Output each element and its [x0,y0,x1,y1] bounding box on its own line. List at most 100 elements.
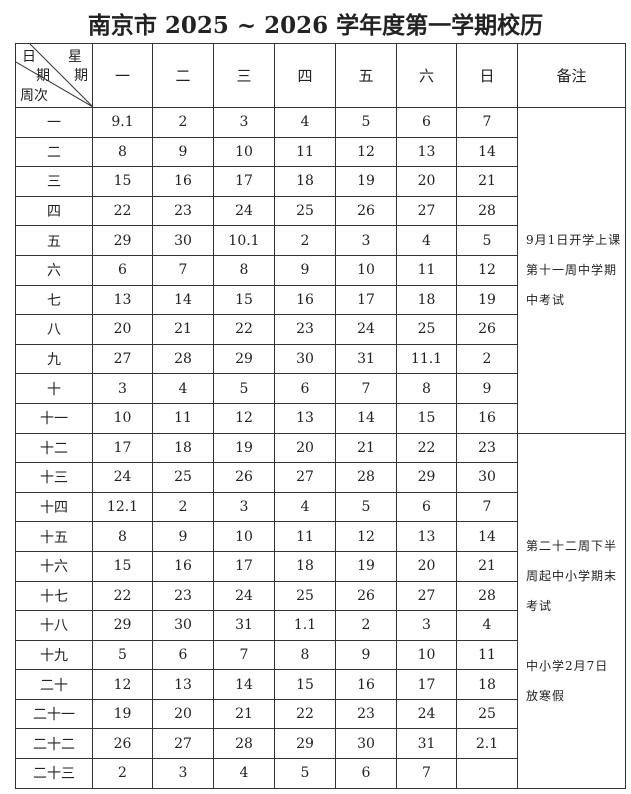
day-cell: 2 [274,225,336,256]
day-cell: 23 [152,580,214,612]
day-cell: 15 [274,669,336,700]
remark-header: 备注 [517,43,626,108]
day-cell: 24 [92,462,153,493]
week-label: 十六 [15,550,93,582]
day-cell: 9.1 [92,107,153,138]
week-label: 二 [15,136,93,168]
day-cell: 26 [335,195,397,227]
day-cell: 30 [274,343,336,375]
day-cell: 2 [92,758,153,789]
day-cell: 11 [152,402,214,434]
day-cell: 2 [152,107,214,138]
day-cell: 20 [274,432,336,464]
day-cell: 8 [274,639,336,671]
day-cell: 2 [335,610,397,641]
remark-line: 考试 [526,598,553,613]
week-row: 二十 12 13 14 15 16 17 18 [15,669,626,700]
page-title: 南京市 2025 ~ 2026 学年度第一学期校历 [87,12,544,39]
corner-mid-left: 期 [36,68,50,84]
day-cell: 4 [274,107,336,138]
day-cell: 21 [456,166,518,197]
day-cell: 27 [396,580,457,612]
day-cell: 27 [396,195,457,227]
day-cell: 29 [213,343,275,375]
week-row: 二十一 19 20 21 22 23 24 25 [15,698,626,730]
day-cell: 26 [456,314,518,345]
day-cell: 25 [274,580,336,612]
day-cell: 6 [335,758,397,789]
day-cell: 22 [92,580,153,612]
day-cell: 20 [92,314,153,345]
day-cell: 7 [335,373,397,404]
day-cell: 4 [274,491,336,523]
day-cell: 11.1 [396,343,457,375]
day-cell: 3 [213,491,275,523]
day-cell: 24 [213,195,275,227]
day-cell: 17 [92,432,153,464]
day-cell: 9 [152,136,214,168]
day-cell: 15 [213,284,275,316]
day-cell: 22 [213,314,275,345]
header-row: 日 星 期 期 周次 一二三四五六日备注 [15,43,626,108]
day-cell: 25 [152,462,214,493]
day-cell: 19 [335,166,397,197]
corner-header: 日 星 期 期 周次 [15,43,93,108]
day-cell: 26 [335,580,397,612]
weekday-header: 二 [152,43,214,108]
week-label: 十一 [15,402,93,434]
day-cell: 23 [456,432,518,464]
day-cell: 18 [396,284,457,316]
day-cell: 8 [92,521,153,552]
day-cell: 28 [456,195,518,227]
week-label: 六 [15,254,93,286]
remark-line: 中小学2月7日 [526,658,609,673]
day-cell: 21 [456,550,518,582]
day-cell: 29 [92,225,153,256]
day-cell: 23 [152,195,214,227]
day-cell: 28 [213,728,275,760]
day-cell: 4 [213,758,275,789]
day-cell: 30 [152,225,214,256]
day-cell: 8 [213,254,275,286]
day-cell: 23 [335,698,397,730]
day-cell: 27 [152,728,214,760]
day-cell: 28 [152,343,214,375]
day-cell: 8 [92,136,153,168]
day-cell: 30 [152,610,214,641]
day-cell: 21 [152,314,214,345]
corner-mid-right: 期 [74,68,88,84]
day-cell: 16 [274,284,336,316]
weekday-header: 三 [213,43,275,108]
day-cell: 4 [396,225,457,256]
remark-cell: 9月1日开学上课 第十一周中学期 中考试 [517,107,626,434]
day-cell: 10 [396,639,457,671]
day-cell: 16 [152,550,214,582]
week-label: 十三 [15,462,93,493]
week-label: 九 [15,343,93,375]
day-cell: 12 [92,669,153,700]
day-cell: 18 [274,550,336,582]
week-label: 二十三 [15,758,93,789]
day-cell: 15 [92,550,153,582]
day-cell: 2.1 [456,728,518,760]
day-cell: 13 [92,284,153,316]
day-cell: 9 [456,373,518,404]
day-cell: 7 [396,758,457,789]
day-cell: 18 [152,432,214,464]
week-row: 二十二 26 27 28 29 30 31 2.1 [15,728,626,760]
day-cell: 18 [274,166,336,197]
day-cell: 28 [335,462,397,493]
day-cell: 29 [396,462,457,493]
day-cell: 5 [213,373,275,404]
day-cell: 20 [396,166,457,197]
day-cell: 7 [213,639,275,671]
day-cell: 3 [152,758,214,789]
day-cell: 20 [152,698,214,730]
calendar-table: 日 星 期 期 周次 一二三四五六日备注 一 9.1 2 3 4 5 6 7 9月1日开学上课第… [15,43,626,789]
day-cell: 12.1 [92,491,153,523]
day-cell: 3 [396,610,457,641]
day-cell: 19 [213,432,275,464]
day-cell [456,758,518,789]
remark-line: 放寒假 [526,688,566,703]
day-cell: 16 [335,669,397,700]
